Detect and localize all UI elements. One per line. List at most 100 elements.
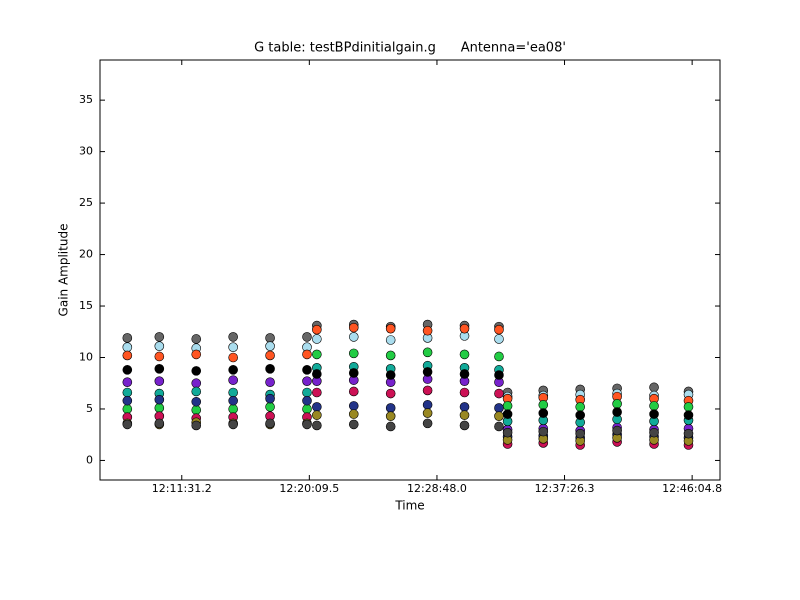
data-point (575, 402, 585, 412)
data-point (312, 402, 322, 412)
data-point (154, 376, 165, 386)
data-point (228, 365, 238, 375)
data-point (348, 332, 359, 342)
y-axis-label: Gain Amplitude (57, 224, 71, 317)
data-point (228, 352, 238, 363)
data-point (312, 334, 322, 344)
data-point (228, 395, 238, 406)
data-point (494, 388, 504, 399)
data-point (191, 378, 202, 389)
data-point (154, 351, 165, 362)
data-point (265, 341, 275, 351)
data-point (312, 349, 322, 360)
data-point (348, 386, 359, 397)
data-point (302, 376, 312, 386)
data-point (649, 382, 659, 393)
data-point (122, 404, 133, 414)
data-point (265, 364, 275, 374)
data-point (302, 404, 312, 414)
y-tick-label: 5 (86, 402, 93, 415)
data-point (302, 365, 312, 375)
data-point (122, 387, 133, 398)
data-point (302, 387, 312, 398)
data-point (191, 396, 202, 407)
data-point (459, 387, 470, 398)
data-point (422, 385, 433, 396)
data-point (154, 418, 165, 429)
data-point (649, 427, 659, 438)
data-point (502, 409, 513, 419)
data-point (265, 350, 275, 361)
data-point (348, 419, 359, 430)
data-point (191, 334, 202, 344)
y-tick-label: 0 (86, 453, 93, 466)
data-point (191, 420, 202, 431)
data-point (265, 393, 275, 404)
data-point (502, 401, 513, 411)
data-point (422, 408, 433, 418)
data-point (494, 403, 504, 413)
data-point (228, 332, 238, 342)
data-point (612, 407, 622, 417)
data-point (312, 410, 322, 420)
data-point (385, 421, 396, 432)
data-point (265, 377, 275, 388)
data-point (122, 350, 133, 361)
x-tick-label: 12:46:04.8 (662, 482, 722, 495)
data-point (122, 395, 133, 406)
data-point (422, 400, 433, 410)
data-point (502, 427, 513, 438)
data-point (459, 323, 470, 334)
data-point (538, 426, 549, 437)
data-point (348, 348, 359, 359)
data-point (265, 418, 275, 429)
data-point (228, 419, 238, 430)
data-point (228, 375, 238, 385)
data-point (612, 425, 622, 436)
data-point (385, 323, 396, 334)
data-point (122, 342, 133, 353)
data-point (191, 405, 202, 415)
data-point (348, 322, 359, 333)
data-point (494, 324, 504, 335)
data-point (154, 364, 165, 374)
x-tick-label: 12:28:48.0 (407, 482, 467, 495)
data-point (494, 370, 504, 380)
chart-title: G table: testBPdinitialgain.g Antenna='e… (254, 41, 566, 56)
data-point (312, 369, 322, 379)
data-point (302, 349, 312, 360)
x-tick-label: 12:37:26.3 (535, 482, 595, 495)
data-point (122, 377, 133, 388)
y-tick-label: 20 (79, 248, 93, 261)
data-point (575, 410, 585, 420)
data-point (683, 410, 694, 420)
data-point (122, 333, 133, 343)
data-point (312, 324, 322, 335)
y-tick-label: 15 (79, 299, 93, 312)
data-point (385, 403, 396, 413)
data-point (459, 349, 470, 360)
data-point (122, 419, 133, 430)
data-point (422, 325, 433, 336)
data-point (265, 402, 275, 412)
y-tick-label: 10 (79, 351, 93, 364)
data-point (649, 401, 659, 411)
data-point (385, 335, 396, 345)
data-point (385, 411, 396, 421)
data-point (312, 387, 322, 398)
data-point (302, 419, 312, 430)
data-point (612, 399, 622, 409)
data-point (459, 402, 470, 412)
data-point (459, 410, 470, 420)
data-point (422, 367, 433, 377)
data-point (494, 411, 504, 421)
data-point (228, 342, 238, 353)
x-tick-label: 12:11:31.2 (152, 482, 212, 495)
x-tick-label: 12:20:09.5 (279, 482, 339, 495)
data-point (385, 370, 396, 380)
data-point (575, 428, 585, 439)
data-point (422, 418, 433, 429)
y-tick-label: 30 (79, 145, 93, 158)
data-point (191, 349, 202, 360)
